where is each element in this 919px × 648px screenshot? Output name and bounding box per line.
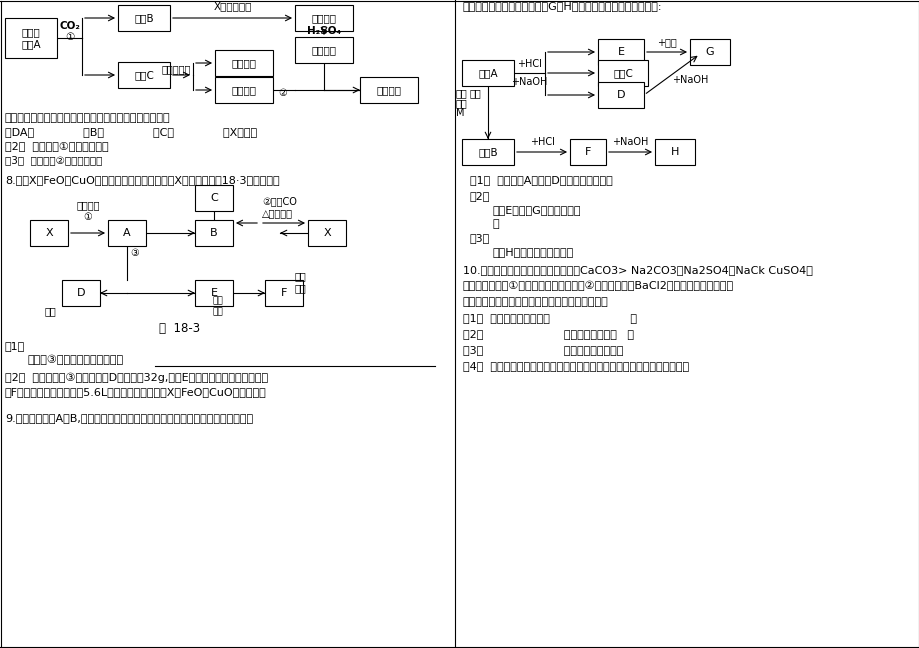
Text: M: M [456, 108, 464, 118]
Text: C: C [210, 193, 218, 203]
Text: （2）: （2） [470, 191, 490, 201]
Text: +NaOH: +NaOH [671, 75, 708, 85]
Text: CO₂: CO₂ [60, 21, 80, 31]
Text: 固体: 固体 [44, 306, 56, 316]
Text: 气体C: 气体C [612, 68, 632, 78]
Text: ；: ； [493, 219, 499, 229]
FancyBboxPatch shape [265, 280, 302, 306]
Text: （2）                       一定存在的物质是   ；: （2） 一定存在的物质是 ； [462, 329, 633, 339]
FancyBboxPatch shape [5, 18, 57, 58]
Text: 进行如下实验：①溶于水中得无色溶液；②向溶液中加入BaCl2溶液生成白色沉淀，再: 进行如下实验：①溶于水中得无色溶液；②向溶液中加入BaCl2溶液生成白色沉淀，再 [462, 281, 733, 291]
FancyBboxPatch shape [118, 62, 170, 88]
FancyBboxPatch shape [359, 77, 417, 103]
Text: E: E [617, 47, 624, 57]
FancyBboxPatch shape [108, 220, 146, 246]
Text: ①: ① [65, 32, 74, 42]
FancyBboxPatch shape [118, 5, 170, 31]
Text: 金属A: 金属A [478, 68, 497, 78]
FancyBboxPatch shape [30, 220, 68, 246]
Text: D: D [616, 90, 625, 100]
Text: 过量盐酸
①: 过量盐酸 ① [76, 200, 99, 222]
FancyBboxPatch shape [461, 139, 514, 165]
Text: 淡黄色
粉末A: 淡黄色 粉末A [21, 27, 40, 49]
FancyBboxPatch shape [195, 280, 233, 306]
Text: （3）  写出反应②的离子方程式: （3） 写出反应②的离子方程式 [5, 155, 102, 165]
Text: 无色溶液: 无色溶液 [232, 85, 256, 95]
Text: +NaOH: +NaOH [510, 77, 547, 87]
Text: 8.已知X为FeO和CuO的混合物，收两份等质量的X样品进行如图18·3所示实验：: 8.已知X为FeO和CuO的混合物，收两份等质量的X样品进行如图18·3所示实验… [5, 175, 279, 185]
FancyBboxPatch shape [570, 139, 606, 165]
Text: D: D [76, 288, 85, 298]
Text: 写出E转化为G的离子方程式: 写出E转化为G的离子方程式 [493, 205, 581, 215]
Text: （3）                       可能存在的物质是；: （3） 可能存在的物质是； [462, 345, 623, 355]
Text: 澄清石灰水: 澄清石灰水 [161, 64, 190, 74]
Text: （2）  写出反应①的化学方程式: （2） 写出反应①的化学方程式 [5, 141, 108, 151]
Text: 酸性
溶液: 酸性 溶液 [212, 297, 223, 316]
Text: 写出H放在空气中的现象：: 写出H放在空气中的现象： [493, 247, 573, 257]
Text: +HCl: +HCl [529, 137, 554, 147]
FancyBboxPatch shape [597, 60, 647, 86]
Text: 体F在标准状况下的体积为5.6L。试计算取用的每份X中FeO和CuO的质量比。: 体F在标准状况下的体积为5.6L。试计算取用的每份X中FeO和CuO的质量比。 [5, 387, 267, 397]
FancyBboxPatch shape [215, 50, 273, 76]
FancyBboxPatch shape [597, 82, 643, 108]
Text: F: F [584, 147, 591, 157]
Text: （4）  对于可能存在的物质的检验方法是（写出简要步骤和有关的离子方程: （4） 对于可能存在的物质的检验方法是（写出简要步骤和有关的离子方程 [462, 361, 688, 371]
Text: B: B [210, 228, 218, 238]
Text: 10.现有一包固体粉末，其中可能含有CaCO3> Na2CO3、Na2SO4、NaCk CuSO4。: 10.现有一包固体粉末，其中可能含有CaCO3> Na2CO3、Na2SO4、N… [462, 265, 812, 275]
FancyBboxPatch shape [295, 5, 353, 31]
FancyBboxPatch shape [215, 77, 273, 103]
Text: （3）: （3） [470, 233, 490, 243]
Text: +HCl: +HCl [516, 59, 541, 69]
Text: ②: ② [278, 88, 287, 98]
FancyBboxPatch shape [654, 139, 694, 165]
Text: ②过量CO
△完全反应: ②过量CO △完全反应 [262, 196, 297, 218]
FancyBboxPatch shape [195, 220, 233, 246]
FancyBboxPatch shape [295, 37, 353, 63]
Text: +氨水: +氨水 [656, 37, 676, 47]
Text: （DA是              ，B是              ，C是              ，X粉末是: （DA是 ，B是 ，C是 ，X粉末是 [5, 127, 256, 137]
Text: F: F [280, 288, 287, 298]
Text: 气体B: 气体B [134, 13, 153, 23]
Text: 晶体: 晶体 [456, 98, 467, 108]
Text: 加盐酸时沉淀部分溶解。根据上述实验现象推断：: 加盐酸时沉淀部分溶解。根据上述实验现象推断： [462, 297, 608, 307]
Text: 的条件没有全部标出），其中G、H为白色沉淀。请回答下列问题:: 的条件没有全部标出），其中G、H为白色沉淀。请回答下列问题: [462, 1, 662, 11]
Text: A: A [123, 228, 130, 238]
FancyBboxPatch shape [461, 60, 514, 86]
Text: （2）  实验小从第③步所得固体D的质量为32g,溶液E中只含有一种金属离子，气: （2） 实验小从第③步所得固体D的质量为32g,溶液E中只含有一种金属离子，气 [5, 373, 267, 383]
Text: 写出第③步反应的离子方程式：: 写出第③步反应的离子方程式： [28, 354, 124, 365]
FancyBboxPatch shape [689, 39, 729, 65]
Text: 无色
气体: 无色 气体 [295, 272, 306, 293]
Text: 高温: 高温 [470, 88, 482, 98]
Text: 图  18-3: 图 18-3 [159, 322, 200, 335]
Text: H₂SO₄: H₂SO₄ [307, 26, 341, 36]
Text: X: X [45, 228, 52, 238]
Text: 蓝色溶液: 蓝色溶液 [312, 45, 336, 55]
Text: 黑色: 黑色 [456, 88, 467, 98]
Text: ③: ③ [130, 248, 139, 258]
Text: X: X [323, 228, 331, 238]
FancyBboxPatch shape [195, 185, 233, 211]
Text: G: G [705, 47, 713, 57]
Text: （1）: （1） [5, 341, 25, 351]
Text: （1）  写出金属A和物质D的名称或化学式：: （1） 写出金属A和物质D的名称或化学式： [470, 175, 612, 185]
Text: +NaOH: +NaOH [612, 137, 648, 147]
Text: X粉末，加热: X粉末，加热 [213, 1, 252, 11]
Text: 固体C: 固体C [134, 70, 153, 80]
Text: E: E [210, 288, 217, 298]
FancyBboxPatch shape [62, 280, 100, 306]
Text: （1）  一定不存在的物质是                       ；: （1） 一定不存在的物质是 ； [462, 313, 636, 323]
Text: 金属B: 金属B [478, 147, 497, 157]
Text: 根据上图和实验现象，回答下列问题：（用化学式表示）: 根据上图和实验现象，回答下列问题：（用化学式表示） [5, 113, 170, 123]
Text: 蓝色沉淀: 蓝色沉淀 [376, 85, 401, 95]
Text: H: H [670, 147, 678, 157]
Text: 白色沉淀: 白色沉淀 [232, 58, 256, 68]
FancyBboxPatch shape [308, 220, 346, 246]
FancyBboxPatch shape [597, 39, 643, 65]
Text: 9.现有常见金属A、B,它们之间存在如下的转化关系（图中有些反应的产物和反应: 9.现有常见金属A、B,它们之间存在如下的转化关系（图中有些反应的产物和反应 [5, 413, 253, 423]
Text: 黑色固体: 黑色固体 [312, 13, 336, 23]
